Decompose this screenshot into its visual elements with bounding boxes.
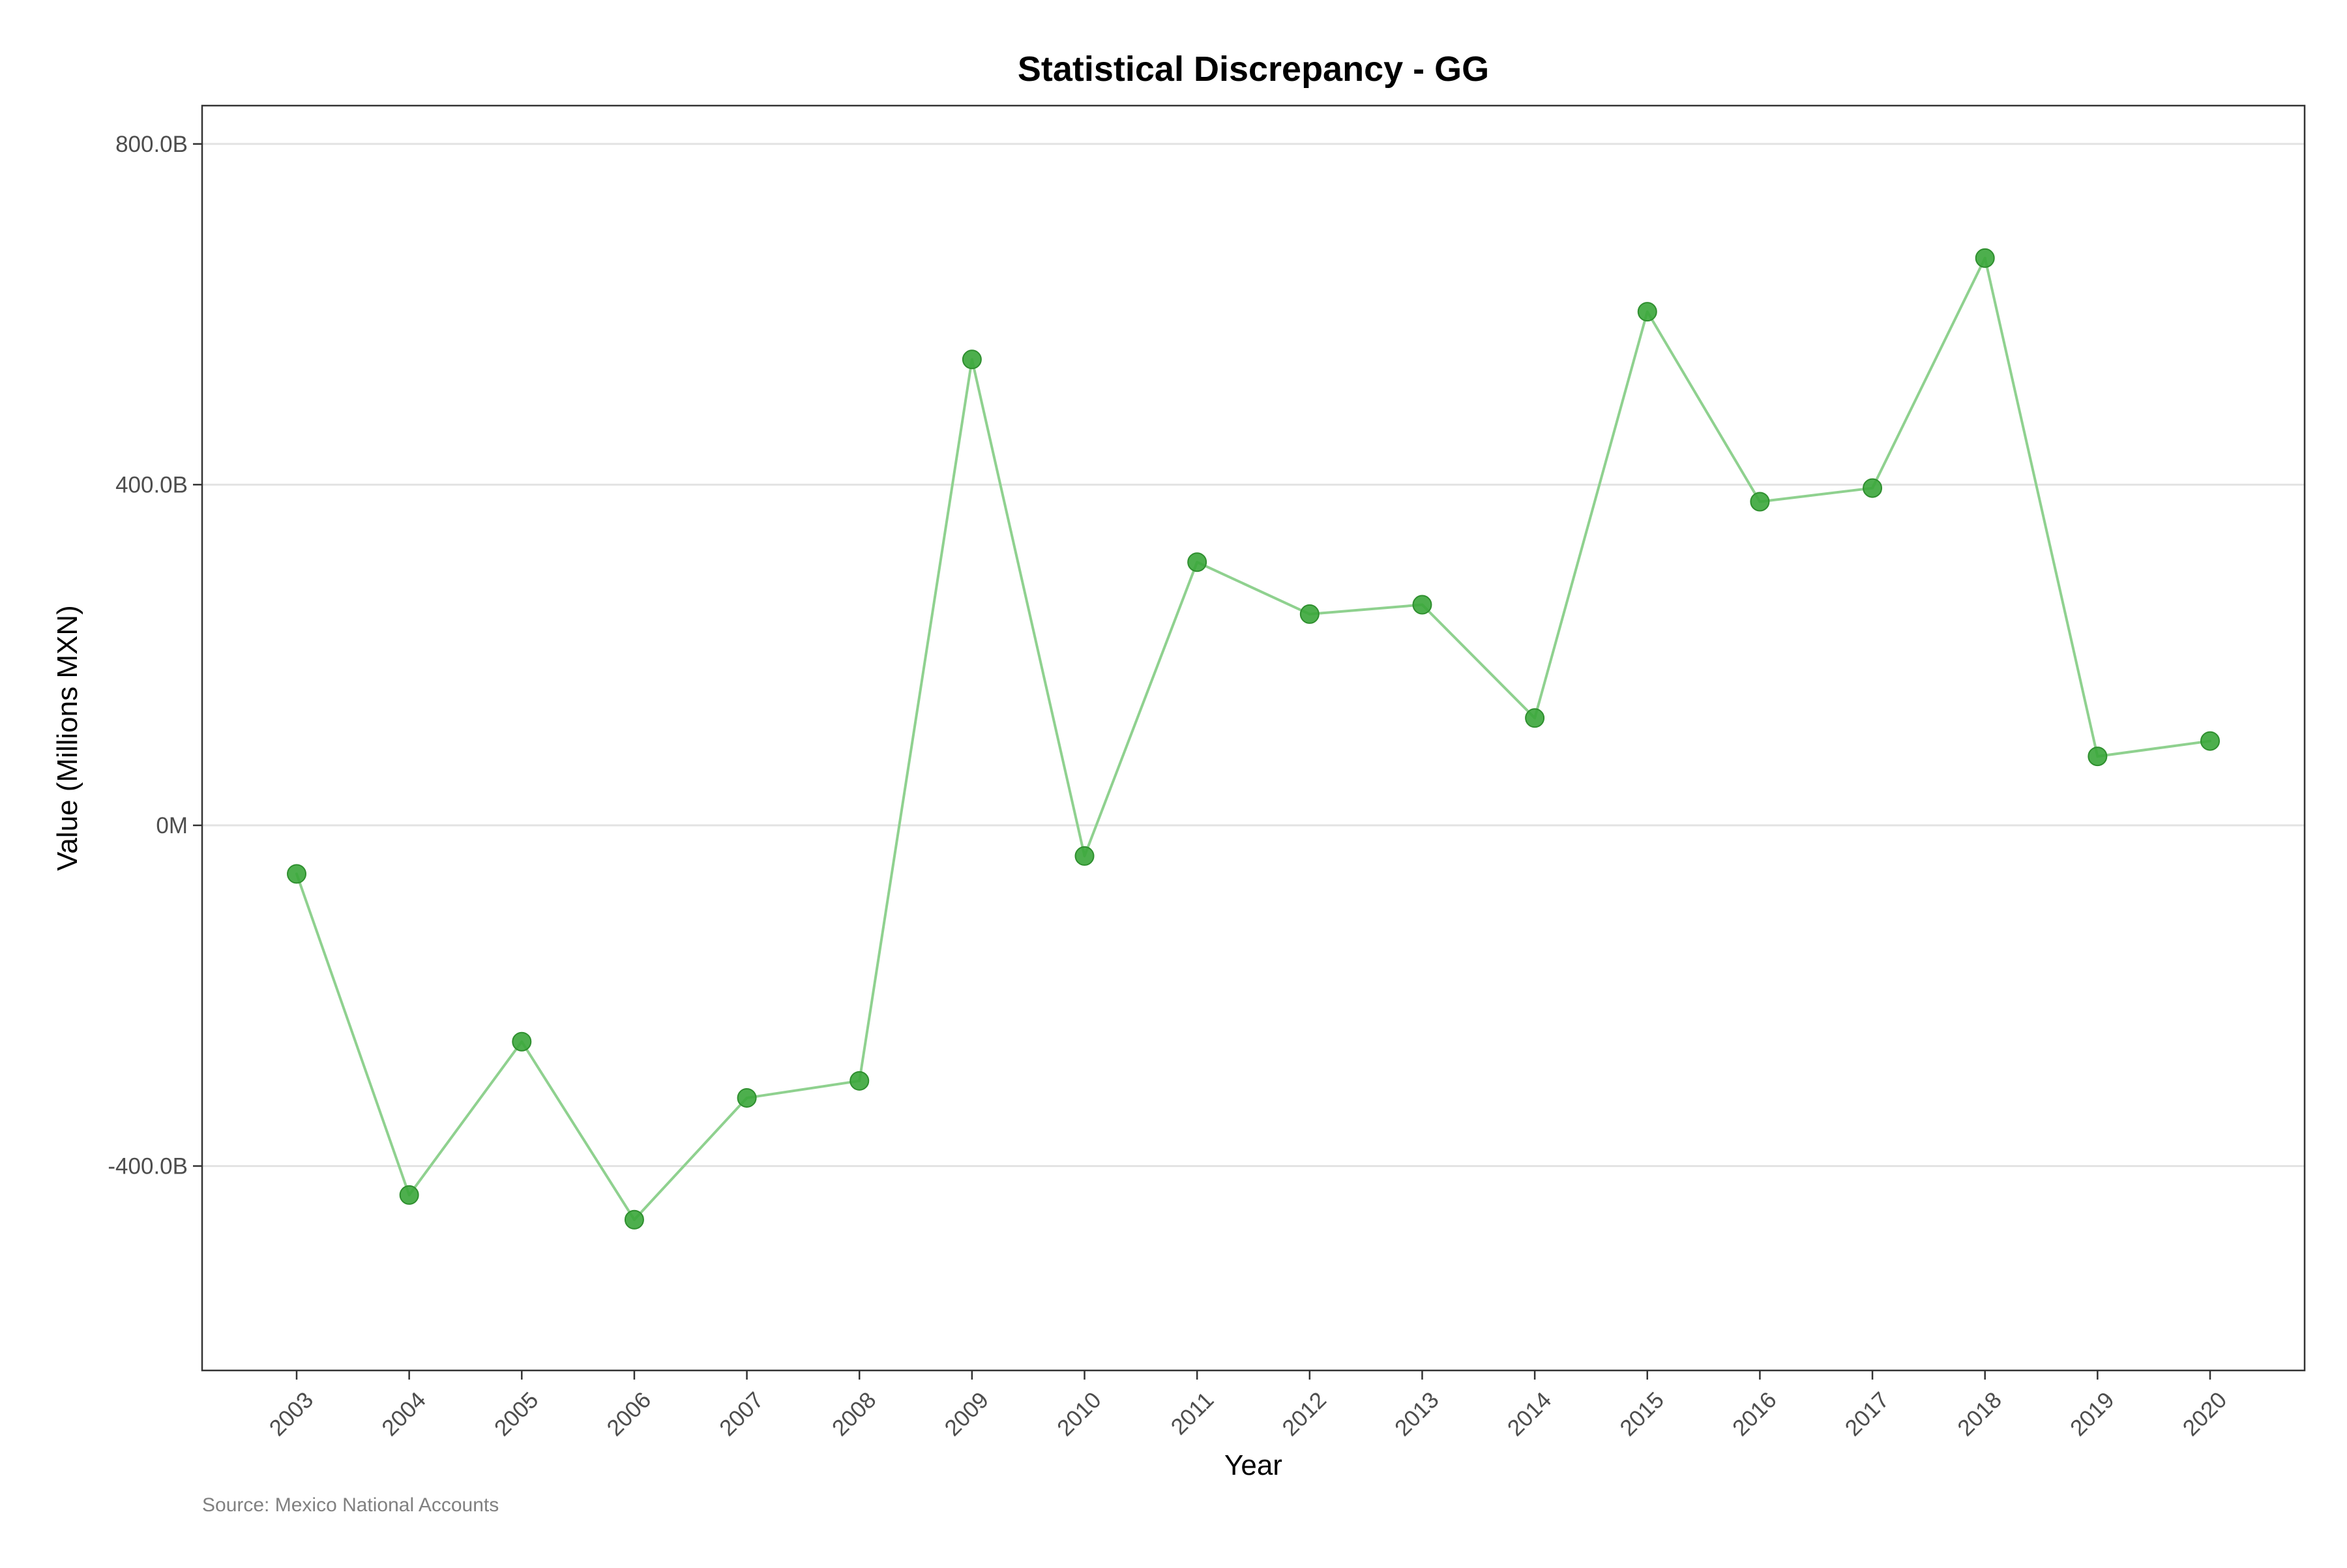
data-points <box>287 248 2220 1230</box>
x-tick-label-2008: 2008 <box>827 1387 881 1442</box>
chart-title: Statistical Discrepancy - GG <box>1018 50 1489 89</box>
x-tick-label-2013: 2013 <box>1390 1387 1444 1442</box>
data-point-2004 <box>399 1185 419 1205</box>
data-point-2005 <box>512 1031 532 1052</box>
series-line-segment-2019-2020 <box>2096 739 2211 758</box>
series-line-segment-2006-2007 <box>632 1096 748 1221</box>
data-point-2013 <box>1412 595 1432 615</box>
x-tick-label-2016: 2016 <box>1728 1387 1782 1442</box>
y-tick-label-0: 800.0B <box>115 132 188 157</box>
series-line-segment-2017-2018 <box>1871 256 1986 490</box>
x-tick-label-2009: 2009 <box>939 1387 994 1442</box>
x-tick-label-2017: 2017 <box>1840 1387 1895 1442</box>
x-axis-title: Year <box>1224 1449 1282 1481</box>
data-point-2003 <box>287 864 306 884</box>
data-point-2016 <box>1750 492 1770 512</box>
data-point-2006 <box>624 1209 644 1230</box>
gridlines <box>202 143 2305 1167</box>
series-line-segment-2011-2012 <box>1196 561 1311 615</box>
series-line-segment-2015-2016 <box>1646 310 1762 503</box>
data-point-2018 <box>1975 248 1995 268</box>
series-line-segment-2003-2004 <box>295 872 411 1196</box>
y-tick-label-2: 0M <box>156 813 188 838</box>
x-tick-label-2012: 2012 <box>1277 1387 1331 1442</box>
series-line-segment-2018-2019 <box>1983 256 2099 758</box>
y-tick-label-1: 400.0B <box>115 472 188 497</box>
data-point-2017 <box>1863 478 1883 498</box>
y-axis-title: Value (Millions MXN) <box>52 605 83 871</box>
data-point-2014 <box>1525 708 1545 728</box>
x-tick-label-2019: 2019 <box>2065 1387 2119 1442</box>
data-point-2010 <box>1074 846 1095 866</box>
x-tick-label-2014: 2014 <box>1503 1387 1557 1442</box>
y-axis: 800.0B 400.0B 0M -400.0B <box>108 132 202 1179</box>
x-tick-label-2004: 2004 <box>377 1387 431 1442</box>
data-point-2009 <box>962 349 982 370</box>
data-point-2011 <box>1187 552 1207 572</box>
x-axis: 2003 2004 2005 2006 2007 2008 2009 2010 2011 2012… <box>265 1370 2232 1441</box>
x-tick-label-2018: 2018 <box>1953 1387 2007 1442</box>
series-line-segment-2016-2017 <box>1758 486 1874 503</box>
series-line-segment-2012-2013 <box>1308 603 1424 615</box>
series-line-segment-2007-2008 <box>745 1079 861 1099</box>
x-tick-label-2011: 2011 <box>1166 1387 1219 1440</box>
data-point-2008 <box>849 1071 870 1091</box>
x-tick-label-2003: 2003 <box>265 1387 319 1442</box>
data-point-2015 <box>1637 302 1657 322</box>
series-line-segment-2008-2009 <box>858 358 973 1082</box>
x-tick-label-2007: 2007 <box>715 1387 769 1442</box>
series-line-segment-2013-2014 <box>1421 603 1537 720</box>
x-tick-label-2005: 2005 <box>490 1387 544 1442</box>
x-tick-label-2015: 2015 <box>1615 1387 1669 1442</box>
data-point-2019 <box>2088 747 2108 767</box>
series-line-segment-2009-2010 <box>970 358 1086 857</box>
x-tick-label-2006: 2006 <box>602 1387 656 1442</box>
y-tick-label-3: -400.0B <box>108 1153 188 1179</box>
x-tick-label-2010: 2010 <box>1052 1387 1106 1442</box>
source-caption: Source: Mexico National Accounts <box>202 1494 499 1516</box>
data-point-2007 <box>737 1087 757 1108</box>
series-line-segment-2010-2011 <box>1083 561 1199 857</box>
plot-frame <box>201 104 2306 1372</box>
series-line-layer <box>295 256 2211 1221</box>
series-line-segment-2005-2006 <box>520 1040 636 1221</box>
series-line-segment-2014-2015 <box>1533 310 1649 720</box>
series-line-segment-2004-2005 <box>407 1040 524 1196</box>
data-point-2012 <box>1299 604 1320 624</box>
x-tick-label-2020: 2020 <box>2178 1387 2232 1442</box>
data-point-2020 <box>2200 731 2220 751</box>
